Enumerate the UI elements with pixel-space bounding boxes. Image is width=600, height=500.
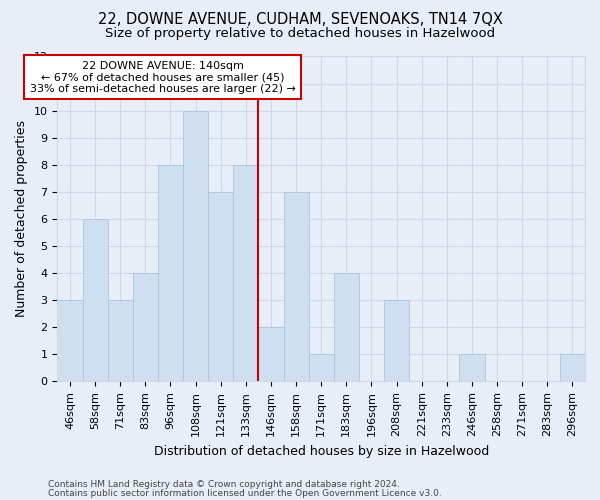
Bar bbox=[208, 192, 233, 382]
Bar bbox=[133, 273, 158, 382]
Bar bbox=[83, 219, 107, 382]
X-axis label: Distribution of detached houses by size in Hazelwood: Distribution of detached houses by size … bbox=[154, 444, 489, 458]
Bar bbox=[284, 192, 308, 382]
Bar bbox=[183, 110, 208, 382]
Text: Size of property relative to detached houses in Hazelwood: Size of property relative to detached ho… bbox=[105, 28, 495, 40]
Bar bbox=[58, 300, 83, 382]
Text: Contains HM Land Registry data © Crown copyright and database right 2024.: Contains HM Land Registry data © Crown c… bbox=[48, 480, 400, 489]
Bar bbox=[460, 354, 485, 382]
Bar bbox=[107, 300, 133, 382]
Bar bbox=[334, 273, 359, 382]
Text: Contains public sector information licensed under the Open Government Licence v3: Contains public sector information licen… bbox=[48, 488, 442, 498]
Text: 22 DOWNE AVENUE: 140sqm
← 67% of detached houses are smaller (45)
33% of semi-de: 22 DOWNE AVENUE: 140sqm ← 67% of detache… bbox=[30, 60, 296, 94]
Text: 22, DOWNE AVENUE, CUDHAM, SEVENOAKS, TN14 7QX: 22, DOWNE AVENUE, CUDHAM, SEVENOAKS, TN1… bbox=[98, 12, 502, 28]
Bar bbox=[308, 354, 334, 382]
Bar bbox=[384, 300, 409, 382]
Bar bbox=[158, 165, 183, 382]
Y-axis label: Number of detached properties: Number of detached properties bbox=[15, 120, 28, 318]
Bar bbox=[560, 354, 585, 382]
Bar bbox=[233, 165, 259, 382]
Bar bbox=[259, 328, 284, 382]
